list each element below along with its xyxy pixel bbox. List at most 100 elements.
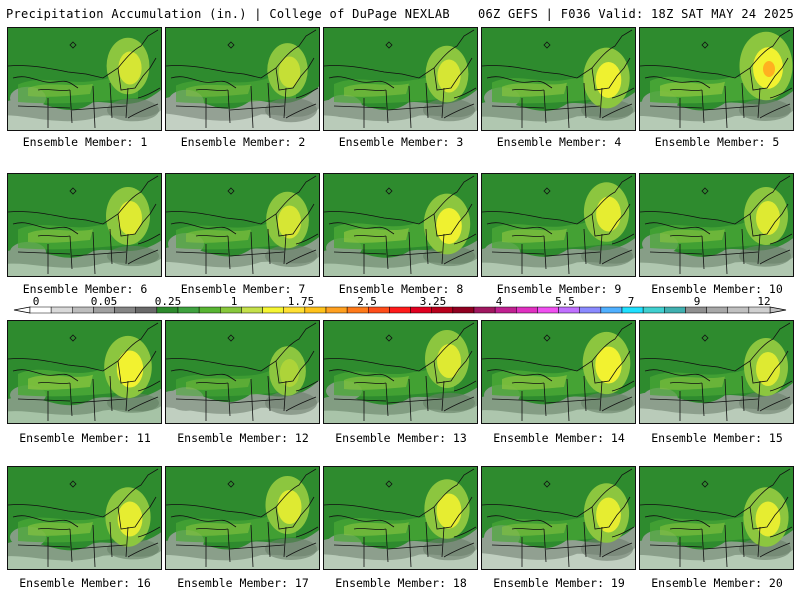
colorbar-swatch bbox=[706, 306, 728, 314]
state-borders bbox=[8, 322, 161, 422]
light-band bbox=[502, 375, 567, 390]
ensemble-member-map bbox=[323, 466, 478, 570]
ensemble-member-label: Ensemble Member: 8 bbox=[338, 282, 464, 296]
state-borders bbox=[482, 322, 635, 422]
ensemble-member-map bbox=[481, 27, 636, 131]
dry-region bbox=[482, 238, 635, 276]
ensemble-member-label: Ensemble Member: 15 bbox=[651, 431, 783, 445]
colorbar-tick-label: 1.75 bbox=[288, 296, 315, 308]
ensemble-member-map bbox=[639, 466, 794, 570]
colorbar-swatch bbox=[114, 306, 136, 314]
state-borders bbox=[482, 29, 635, 129]
state-borders bbox=[8, 175, 161, 275]
colorbar-swatch bbox=[198, 306, 221, 314]
state-borders bbox=[640, 468, 793, 568]
colorbar-swatch bbox=[325, 306, 348, 314]
light-band bbox=[28, 522, 93, 536]
ensemble-member-label: Ensemble Member: 6 bbox=[22, 282, 148, 296]
colorbar-tick-label: 0.25 bbox=[155, 296, 182, 308]
ensemble-member-map bbox=[165, 173, 320, 277]
ensemble-member-label: Ensemble Member: 13 bbox=[335, 431, 467, 445]
ensemble-member-map bbox=[165, 466, 320, 570]
light-band bbox=[28, 374, 93, 390]
colorbar-swatch bbox=[241, 306, 263, 314]
ensemble-member-label: Ensemble Member: 19 bbox=[493, 576, 625, 590]
colorbar-tick-label: 0 bbox=[33, 296, 40, 308]
colorbar-tick-label: 9 bbox=[694, 296, 701, 308]
ensemble-member-map bbox=[639, 27, 794, 131]
colorbar-tick-label: 3.25 bbox=[420, 296, 447, 308]
colorbar-tick-label: 5.5 bbox=[555, 296, 575, 308]
ensemble-member-map bbox=[639, 320, 794, 424]
ensemble-member-map bbox=[165, 27, 320, 131]
ensemble-member-map bbox=[323, 320, 478, 424]
ensemble-member-map bbox=[7, 27, 162, 131]
state-borders bbox=[324, 468, 477, 568]
state-borders bbox=[166, 468, 319, 568]
state-borders bbox=[324, 175, 477, 275]
colorbar-tick-label: 0.05 bbox=[91, 296, 118, 308]
colorbar-swatch bbox=[516, 306, 538, 314]
ensemble-member-map bbox=[481, 466, 636, 570]
state-borders bbox=[640, 322, 793, 422]
ensemble-member-map bbox=[639, 173, 794, 277]
dry-region bbox=[640, 529, 793, 569]
colorbar-tick-label: 12 bbox=[757, 296, 770, 308]
colorbar-swatch bbox=[50, 306, 73, 314]
light-band bbox=[502, 82, 567, 97]
ensemble-member-map bbox=[481, 173, 636, 277]
state-borders bbox=[8, 29, 161, 129]
colorbar-swatch bbox=[452, 306, 475, 314]
dry-region bbox=[166, 233, 319, 276]
ensemble-member-label: Ensemble Member: 14 bbox=[493, 431, 625, 445]
ensemble-member-label: Ensemble Member: 2 bbox=[180, 135, 306, 149]
state-borders bbox=[324, 29, 477, 129]
ensemble-member-map bbox=[7, 173, 162, 277]
colorbar-left-arrow bbox=[13, 306, 31, 314]
state-borders bbox=[166, 29, 319, 129]
colorbar-swatch bbox=[748, 306, 771, 314]
dry-region bbox=[166, 529, 319, 569]
colorbar-right-arrow bbox=[769, 306, 787, 314]
ensemble-member-map bbox=[165, 320, 320, 424]
precip-colorbar: 0 0.05 0.25 1 1.75 2.5 3.25 4 5.5 7 9 12 bbox=[13, 296, 787, 314]
state-borders bbox=[482, 175, 635, 275]
ensemble-member-map bbox=[323, 27, 478, 131]
ensemble-member-label: Ensemble Member: 17 bbox=[177, 576, 309, 590]
state-borders bbox=[640, 175, 793, 275]
state-borders bbox=[166, 175, 319, 275]
colorbar-tick-label: 4 bbox=[496, 296, 503, 308]
light-band bbox=[660, 81, 725, 97]
ensemble-member-label: Ensemble Member: 4 bbox=[496, 135, 622, 149]
state-borders bbox=[166, 322, 319, 422]
ensemble-member-label: Ensemble Member: 20 bbox=[651, 576, 783, 590]
ensemble-member-label: Ensemble Member: 1 bbox=[22, 135, 148, 149]
run-info: 06Z GEFS | F036 Valid: 18Z SAT MAY 24 20… bbox=[477, 7, 794, 21]
ensemble-member-map bbox=[481, 320, 636, 424]
light-band bbox=[344, 228, 409, 243]
colorbar-swatch bbox=[262, 306, 284, 314]
ensemble-member-map bbox=[7, 466, 162, 570]
colorbar-swatch bbox=[579, 306, 602, 314]
ensemble-member-map bbox=[7, 320, 162, 424]
colorbar-swatch bbox=[135, 306, 158, 314]
ensemble-member-label: Ensemble Member: 10 bbox=[651, 282, 783, 296]
ensemble-member-label: Ensemble Member: 11 bbox=[19, 431, 151, 445]
colorbar-swatch bbox=[600, 306, 623, 314]
state-borders bbox=[324, 322, 477, 422]
state-borders bbox=[8, 468, 161, 568]
colorbar-tick-label: 1 bbox=[231, 296, 238, 308]
map-title: Precipitation Accumulation (in.) | Colle… bbox=[6, 7, 450, 21]
colorbar-swatch bbox=[473, 306, 496, 314]
ensemble-member-label: Ensemble Member: 9 bbox=[496, 282, 622, 296]
colorbar-swatch bbox=[642, 306, 665, 314]
state-borders bbox=[640, 29, 793, 129]
wet-band bbox=[176, 66, 296, 104]
ensemble-member-label: Ensemble Member: 16 bbox=[19, 576, 151, 590]
ensemble-member-map bbox=[323, 173, 478, 277]
colorbar-swatch bbox=[727, 306, 750, 314]
light-band bbox=[186, 378, 251, 390]
ensemble-member-label: Ensemble Member: 3 bbox=[338, 135, 464, 149]
colorbar-swatch bbox=[389, 306, 411, 314]
colorbar-swatch bbox=[664, 306, 686, 314]
